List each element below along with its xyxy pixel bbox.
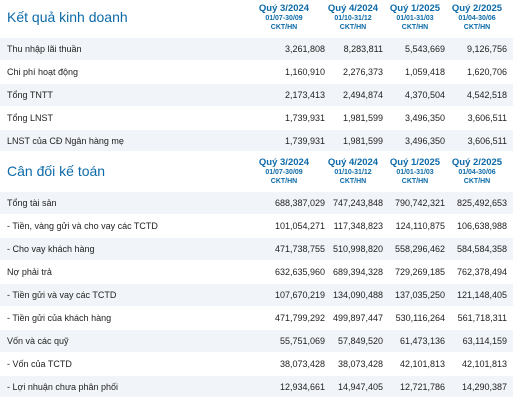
row-label: Chi phí hoạt động (7, 66, 79, 77)
row-label: - Tiền gửi và vay các TCTD (7, 290, 117, 301)
cell-value: 42,101,813 (461, 358, 507, 369)
row-label: LNST của CĐ Ngân hàng mẹ (7, 135, 124, 146)
cell-value: 55,751,069 (279, 335, 325, 346)
cell-value: 510,998,820 (332, 244, 383, 255)
row-label: Thu nhập lãi thuần (7, 44, 82, 54)
cell-value: 1,981,599 (342, 112, 383, 123)
row-label: Tổng tài sản (7, 198, 57, 209)
cell-value: 1,739,931 (284, 112, 325, 123)
row-label: - Tiền, vàng gửi và cho vay các TCTD (7, 221, 158, 232)
balance-sheet-header: Cân đối kế toán Quý 3/2024 01/07-30/09 C… (0, 154, 513, 192)
table-row: - Tiền gửi và vay các TCTD 107,670,219 1… (0, 284, 513, 307)
cell-value: 825,492,653 (456, 198, 507, 209)
table-row: - Tiền, vàng gửi và cho vay các TCTD 101… (0, 215, 513, 239)
column-header-q2-2025[interactable]: Quý 2/2025 01/04-30/06 CKT/HN (451, 157, 503, 186)
cell-value: 747,243,848 (332, 198, 383, 209)
cell-value: 558,296,462 (394, 244, 445, 255)
cell-value: 1,620,706 (466, 66, 507, 77)
cell-value: 729,269,185 (394, 267, 445, 278)
cell-value: 38,073,428 (279, 358, 325, 369)
cell-value: 137,035,250 (394, 290, 445, 301)
cell-value: 3,606,511 (467, 135, 507, 146)
cell-value: 134,090,488 (332, 290, 383, 301)
cell-value: 5,543,669 (404, 44, 445, 54)
table-row: Thu nhập lãi thuần 3,261,808 8,283,811 5… (0, 38, 513, 61)
cell-value: 4,542,518 (466, 89, 507, 100)
cell-value: 12,934,661 (279, 381, 325, 392)
column-header-q1-2025[interactable]: Quý 1/2025 01/01-31/03 CKT/HN (389, 3, 441, 31)
cell-value: 1,739,931 (284, 135, 325, 146)
table-row: Tổng TNTT 2,173,413 2,494,874 4,370,504 … (0, 83, 513, 107)
column-header-q4-2024[interactable]: Quý 4/2024 01/10-31/12 CKT/HN (327, 3, 379, 31)
cell-value: 107,670,219 (274, 290, 325, 301)
income-statement-section: Kết quả kinh doanh Quý 3/2024 01/07-30/0… (0, 0, 513, 153)
table-row: - Lợi nhuận chưa phân phối 12,934,661 14… (0, 375, 513, 399)
row-label: - Cho vay khách hàng (7, 244, 95, 255)
cell-value: 530,116,264 (395, 312, 445, 323)
column-header-q2-2025[interactable]: Quý 2/2025 01/04-30/06 CKT/HN (451, 3, 503, 31)
cell-value: 3,496,350 (404, 112, 445, 123)
cell-value: 762,378,494 (456, 267, 507, 278)
table-row: Tổng LNST 1,739,931 1,981,599 3,496,350 … (0, 106, 513, 130)
cell-value: 14,290,387 (461, 381, 507, 392)
balance-sheet-section: Cân đối kế toán Quý 3/2024 01/07-30/09 C… (0, 154, 513, 399)
row-label: - Vốn của TCTD (7, 358, 72, 369)
cell-value: 2,494,874 (342, 89, 383, 100)
column-header-q3-2024[interactable]: Quý 3/2024 01/07-30/09 CKT/HN (258, 3, 310, 31)
column-header-q3-2024[interactable]: Quý 3/2024 01/07-30/09 CKT/HN (258, 157, 310, 186)
row-label: Nợ phải trả (7, 267, 52, 278)
table-row: - Tiền gửi của khách hàng 471,799,292 49… (0, 306, 513, 330)
cell-value: 124,110,875 (395, 221, 445, 232)
cell-value: 14,947,405 (337, 381, 383, 392)
cell-value: 38,073,428 (337, 358, 383, 369)
cell-value: 499,897,447 (332, 312, 383, 323)
cell-value: 1,981,599 (342, 135, 383, 146)
cell-value: 63,114,159 (462, 335, 507, 346)
cell-value: 4,370,504 (404, 89, 445, 100)
cell-value: 561,718,311 (457, 312, 507, 323)
row-label: - Lợi nhuận chưa phân phối (7, 381, 119, 392)
cell-value: 117,348,823 (333, 221, 383, 232)
cell-value: 8,283,811 (343, 44, 383, 54)
table-row: - Cho vay khách hàng 471,738,755 510,998… (0, 238, 513, 262)
cell-value: 2,173,413 (284, 89, 325, 100)
cell-value: 689,394,328 (332, 267, 383, 278)
row-label: Tổng LNST (7, 112, 54, 123)
table-row: Chi phí hoạt động 1,160,910 2,276,373 1,… (0, 60, 513, 84)
income-statement-header: Kết quả kinh doanh Quý 3/2024 01/07-30/0… (0, 0, 513, 38)
cell-value: 2,276,373 (342, 66, 383, 77)
column-header-q4-2024[interactable]: Quý 4/2024 01/10-31/12 CKT/HN (327, 157, 379, 186)
row-label: - Tiền gửi của khách hàng (7, 312, 112, 323)
cell-value: 3,606,511 (467, 112, 507, 123)
table-row: Nợ phải trả 632,635,960 689,394,328 729,… (0, 261, 513, 285)
cell-value: 1,059,418 (404, 66, 445, 77)
cell-value: 3,261,808 (284, 44, 325, 54)
cell-value: 471,799,292 (274, 312, 325, 323)
cell-value: 61,473,136 (399, 335, 445, 346)
cell-value: 790,742,321 (394, 198, 445, 209)
cell-value: 688,387,029 (274, 198, 325, 209)
row-label: Vốn và các quỹ (7, 335, 69, 346)
row-label: Tổng TNTT (7, 89, 53, 100)
table-row: Tổng tài sản 688,387,029 747,243,848 790… (0, 192, 513, 216)
cell-value: 106,638,988 (456, 221, 507, 232)
cell-value: 42,101,813 (399, 358, 445, 369)
cell-value: 121,148,405 (456, 290, 507, 301)
table-row: - Vốn của TCTD 38,073,428 38,073,428 42,… (0, 352, 513, 376)
income-statement-title: Kết quả kinh doanh (7, 9, 128, 25)
cell-value: 584,584,358 (456, 244, 507, 255)
cell-value: 3,496,350 (404, 135, 445, 146)
cell-value: 1,160,910 (284, 66, 325, 77)
column-header-q1-2025[interactable]: Quý 1/2025 01/01-31/03 CKT/HN (389, 157, 441, 186)
cell-value: 9,126,756 (466, 44, 507, 54)
cell-value: 632,635,960 (274, 267, 325, 278)
cell-value: 471,738,755 (274, 244, 325, 255)
table-row: Vốn và các quỹ 55,751,069 57,849,520 61,… (0, 329, 513, 353)
cell-value: 101,054,271 (274, 221, 325, 232)
cell-value: 12,721,786 (399, 381, 445, 392)
cell-value: 57,849,520 (337, 335, 383, 346)
table-row: LNST của CĐ Ngân hàng mẹ 1,739,931 1,981… (0, 129, 513, 153)
balance-sheet-title: Cân đối kế toán (7, 163, 106, 180)
